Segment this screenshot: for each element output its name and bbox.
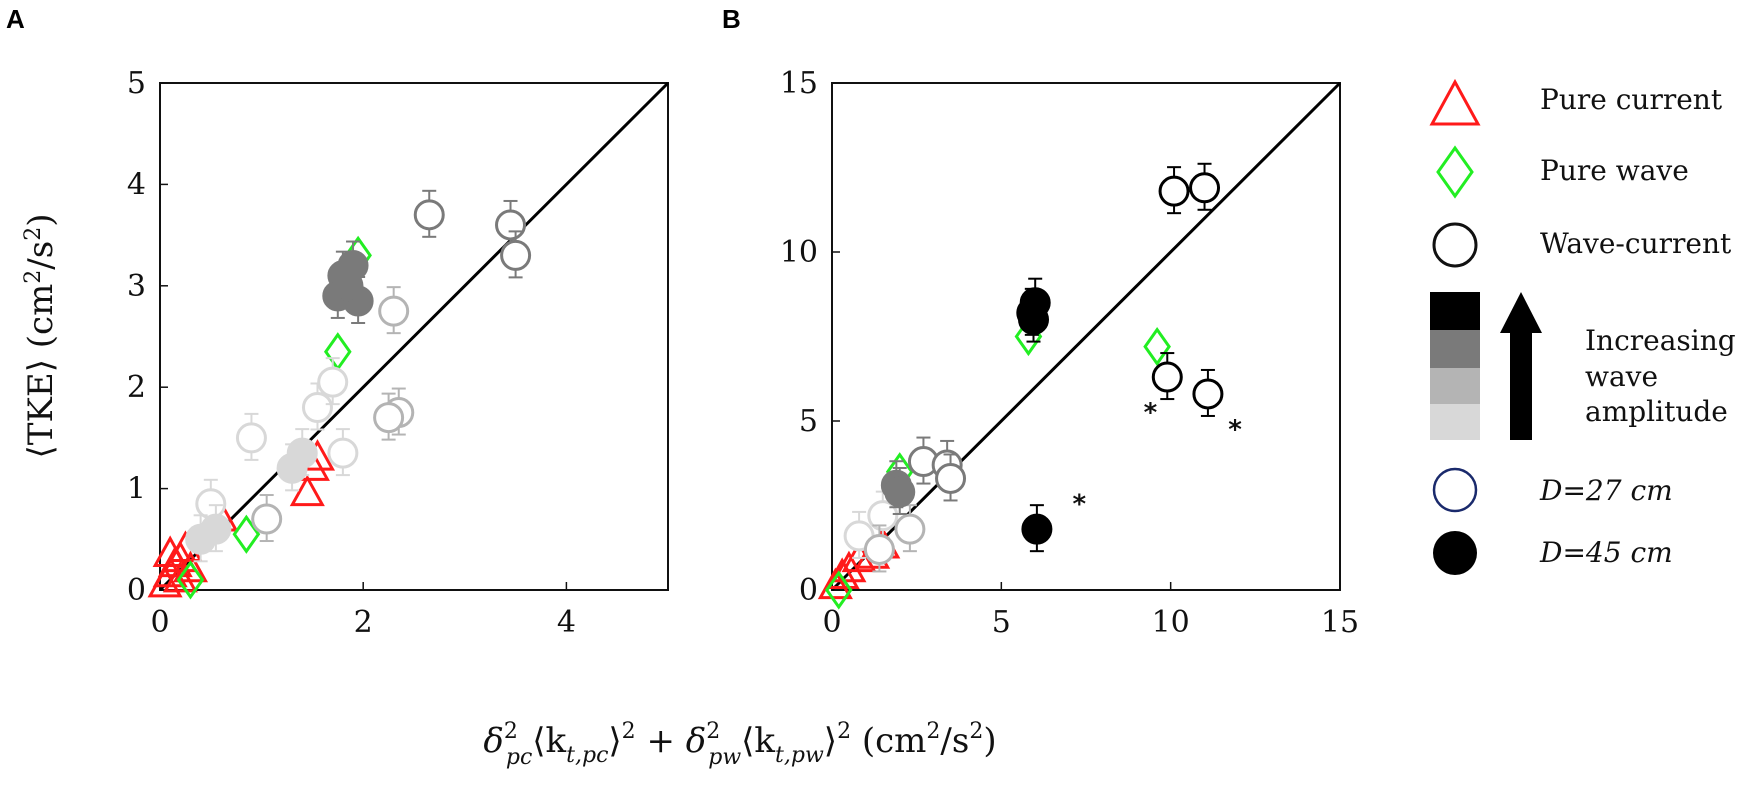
amplitude-swatch-2 bbox=[1430, 368, 1480, 404]
wave-current-d27-point bbox=[863, 533, 895, 565]
wave-current-d27-point bbox=[894, 513, 926, 545]
pure-wave-point bbox=[232, 514, 261, 554]
wave-current-d27-point bbox=[1189, 172, 1221, 204]
legend-pure-current: Pure current bbox=[1540, 83, 1723, 116]
wave-current-d27-point bbox=[378, 295, 410, 327]
plot-a-ytick-label: 3 bbox=[127, 269, 146, 304]
legend-open-circle-icon bbox=[1432, 467, 1478, 513]
wave-current-d27-point bbox=[235, 422, 267, 454]
legend-pure-wave: Pure wave bbox=[1540, 154, 1689, 187]
plot-a-ytick-label: 2 bbox=[127, 370, 146, 405]
pure-current-point bbox=[824, 557, 860, 589]
amplitude-swatch-4 bbox=[1430, 292, 1480, 330]
annotation-asterisk: * bbox=[1228, 415, 1242, 445]
plot-a-ytick-label: 5 bbox=[127, 66, 146, 101]
legend-diamond-icon bbox=[1436, 145, 1474, 199]
wave-current-d45-point bbox=[332, 270, 364, 302]
wave-current-d27-point bbox=[867, 500, 899, 532]
plot-a-ytick-label: 1 bbox=[127, 472, 146, 507]
annotation-asterisk: * bbox=[1144, 398, 1158, 428]
pure-current-point bbox=[162, 560, 198, 593]
plot-b-ytick-label: 0 bbox=[799, 573, 818, 608]
plot-a-one-to-one-line bbox=[158, 81, 670, 592]
legend-increasing-3: amplitude bbox=[1585, 395, 1728, 428]
wave-current-d45-point bbox=[1018, 304, 1050, 336]
panel-label-b: B bbox=[722, 4, 741, 34]
wave-current-d27-point bbox=[301, 391, 333, 423]
legend-circle-icon bbox=[1432, 222, 1478, 268]
legend-d27: D=27 cm bbox=[1539, 474, 1673, 507]
pure-wave-point bbox=[323, 332, 352, 372]
wave-current-d27-point bbox=[327, 437, 359, 469]
plot-b-ytick-label: 15 bbox=[780, 66, 818, 101]
plot-b-xtick-label: 15 bbox=[1321, 605, 1359, 640]
wave-current-d45-point bbox=[1021, 513, 1053, 545]
wave-current-d27-point bbox=[1192, 378, 1224, 410]
amplitude-swatch-1 bbox=[1430, 404, 1480, 440]
plot-b-ytick-label: 10 bbox=[780, 235, 818, 270]
amplitude-swatch-3 bbox=[1430, 330, 1480, 368]
legend-increasing-2: wave bbox=[1585, 360, 1658, 393]
legend-wave-current: Wave-current bbox=[1540, 227, 1732, 260]
pure-wave-point bbox=[176, 560, 205, 600]
wave-current-d27-point bbox=[1158, 175, 1190, 207]
legend-d45: D=45 cm bbox=[1539, 536, 1673, 569]
wave-current-d45-point bbox=[200, 513, 232, 545]
legend: Pure current Pure wave Wave-current Incr… bbox=[1429, 78, 1736, 575]
legend-filled-circle-icon bbox=[1433, 531, 1477, 575]
plot-b-xtick-label: 0 bbox=[822, 605, 841, 640]
plot-b-xtick-label: 5 bbox=[992, 605, 1011, 640]
wave-current-d45-point bbox=[286, 437, 318, 469]
plot-b-ytick-label: 5 bbox=[799, 404, 818, 439]
up-arrow-icon bbox=[1500, 292, 1542, 440]
wave-current-d27-point bbox=[317, 366, 349, 398]
plot-a: 0 2 4 0 1 2 3 4 5 bbox=[127, 66, 670, 640]
pure-current-point bbox=[152, 535, 188, 568]
plot-a-ytick-label: 4 bbox=[127, 167, 146, 202]
panel-label-a: A bbox=[6, 4, 25, 34]
pure-wave-point bbox=[1143, 327, 1171, 367]
plot-a-frame bbox=[159, 82, 669, 591]
plot-b-xtick-label: 10 bbox=[1152, 605, 1190, 640]
legend-triangle-icon bbox=[1429, 78, 1481, 126]
legend-increasing-1: Increasing bbox=[1585, 324, 1736, 357]
wave-current-d27-point bbox=[373, 402, 405, 434]
wave-current-d27-point bbox=[935, 462, 967, 494]
pure-current-point bbox=[289, 474, 325, 507]
plot-a-ytick-label: 0 bbox=[127, 573, 146, 608]
plot-b-frame bbox=[831, 82, 1341, 591]
wave-current-d27-point bbox=[251, 503, 283, 535]
pure-wave-point bbox=[824, 570, 853, 610]
wave-current-d45-point bbox=[884, 476, 916, 508]
plot-a-xtick-label: 2 bbox=[354, 605, 373, 640]
wave-current-d27-point bbox=[495, 209, 527, 241]
x-axis-label: δ2 pc⟨kt,pc⟩2 + δ2 pw⟨kt,pw⟩2 (cm2/s2) bbox=[483, 719, 996, 770]
annotation-asterisk: * bbox=[1072, 489, 1086, 519]
plot-b: 0 5 10 15 0 5 10 15 * * * bbox=[780, 66, 1359, 640]
wave-current-d27-point bbox=[500, 239, 532, 271]
y-axis-label: ⟨TKE⟩ (cm2/s2) bbox=[21, 214, 62, 459]
plot-a-xtick-label: 4 bbox=[557, 605, 576, 640]
wave-current-d27-point bbox=[1151, 361, 1183, 393]
wave-current-d27-point bbox=[413, 199, 445, 231]
plot-a-xtick-label: 0 bbox=[150, 605, 169, 640]
wave-current-d27-point bbox=[195, 488, 227, 520]
